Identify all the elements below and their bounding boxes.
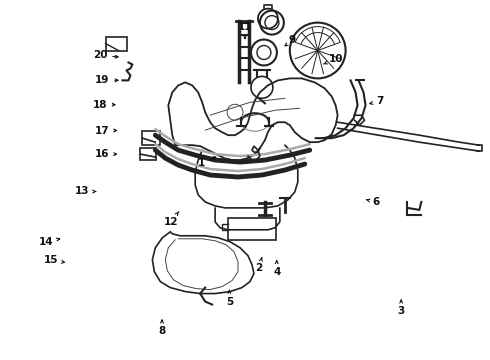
Text: 18: 18 <box>93 100 115 110</box>
Text: 7: 7 <box>370 96 383 106</box>
Text: 16: 16 <box>95 149 117 159</box>
Bar <box>228 218 276 240</box>
Text: 10: 10 <box>323 54 343 64</box>
Text: 6: 6 <box>367 197 379 207</box>
Text: 2: 2 <box>255 258 262 273</box>
Bar <box>105 37 127 50</box>
Text: 9: 9 <box>285 35 296 46</box>
Text: 5: 5 <box>226 291 233 307</box>
Text: 3: 3 <box>397 300 405 316</box>
Text: 1: 1 <box>198 157 216 168</box>
Bar <box>143 131 160 145</box>
Text: 12: 12 <box>164 212 179 226</box>
Text: 15: 15 <box>44 255 65 265</box>
Text: 4: 4 <box>273 261 280 277</box>
Text: 14: 14 <box>39 237 60 247</box>
Text: 13: 13 <box>75 186 96 197</box>
Text: 20: 20 <box>93 50 118 60</box>
Text: 11: 11 <box>238 22 252 38</box>
Text: 19: 19 <box>95 75 118 85</box>
Text: 17: 17 <box>95 126 117 135</box>
Text: 8: 8 <box>158 320 166 336</box>
Bar <box>141 148 156 160</box>
